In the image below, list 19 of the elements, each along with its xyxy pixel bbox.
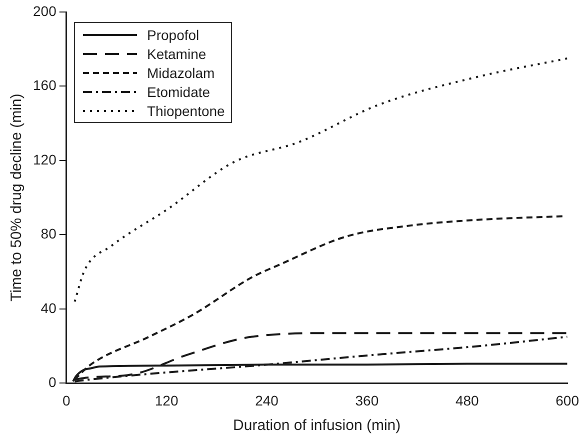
y-tick-label: 0 — [48, 374, 57, 390]
y-tick-label: 200 — [33, 2, 57, 19]
y-tick-label: 160 — [33, 77, 57, 94]
y-tick-label: 80 — [40, 226, 57, 242]
y-tick-label: 120 — [33, 151, 57, 168]
x-tick-label: 240 — [255, 392, 279, 408]
x-tick-label: 480 — [455, 392, 480, 408]
x-axis-title: Duration of infusion (min) — [233, 417, 401, 434]
x-tick-label: 600 — [556, 392, 580, 408]
legend-label: Propofol — [147, 26, 200, 42]
y-axis-title: Time to 50% drug decline (min) — [8, 94, 26, 302]
x-tick-label: 0 — [62, 392, 70, 408]
y-tick-label: 40 — [40, 300, 57, 316]
legend-label: Midazolam — [147, 64, 215, 80]
x-tick-label: 120 — [154, 392, 178, 408]
legend-label: Thiopentone — [147, 102, 225, 118]
legend-label: Etomidate — [147, 84, 210, 100]
legend-label: Ketamine — [147, 46, 206, 62]
x-tick-label: 360 — [355, 392, 379, 408]
